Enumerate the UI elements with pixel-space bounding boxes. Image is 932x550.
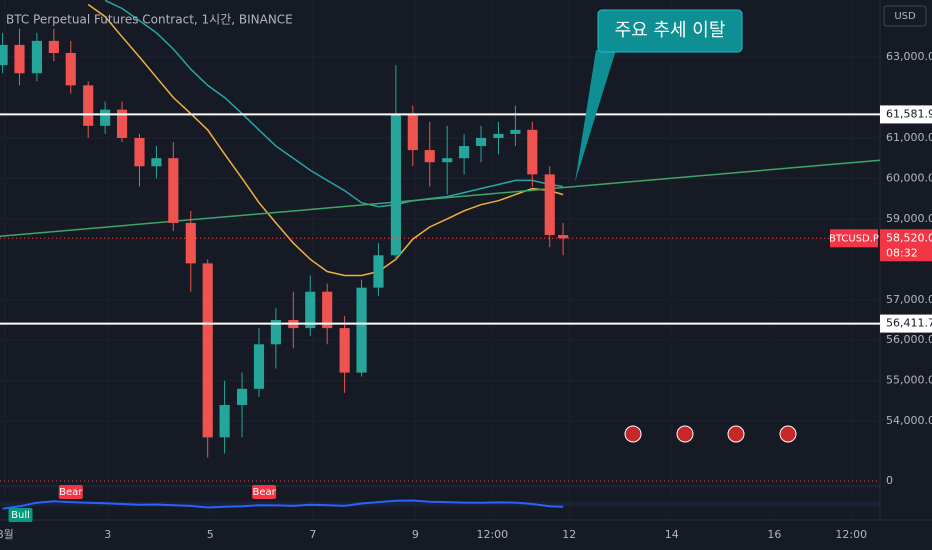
signal-label: Bear [252, 487, 276, 498]
candle-body [253, 344, 265, 389]
y-tick-label: 56,000.0 [886, 333, 932, 346]
candle-body [373, 255, 384, 288]
price-label-box [880, 105, 932, 124]
oscillator-band [0, 501, 880, 507]
chart-title: BTC Perpetual Futures Contract, 1시간, BIN… [6, 13, 293, 27]
candle-body [48, 40, 59, 53]
moving-average [104, 0, 564, 208]
callout-box [597, 9, 743, 53]
trend-line [0, 159, 881, 238]
plot-area [0, 0, 881, 510]
candle-body [236, 388, 248, 405]
moving-average [87, 3, 564, 277]
event-flag[interactable] [779, 425, 797, 443]
candle-body [442, 158, 453, 163]
y-tick-label: 57,000.0 [886, 293, 932, 306]
event-flag[interactable] [624, 425, 642, 443]
candle-body [100, 109, 111, 126]
y-tick-label: 59,000.0 [886, 212, 932, 225]
candle-body [270, 320, 281, 345]
candle-body [185, 222, 196, 264]
price-label: 61,581.9 [886, 107, 932, 120]
candle-body [151, 158, 162, 167]
candle-body [493, 133, 504, 138]
signal-box [58, 485, 83, 499]
x-tick-label: 12 [562, 528, 576, 541]
candle-body [544, 174, 555, 236]
candle-body [305, 291, 316, 329]
x-tick-label: 3 [104, 528, 111, 541]
signal-label: Bear [59, 487, 83, 498]
symbol-box [830, 229, 878, 248]
last-price-box [880, 229, 932, 262]
candle-body [390, 113, 401, 256]
candle-body [65, 52, 76, 86]
x-tick-label: 12:00 [835, 528, 867, 541]
x-tick-label: 8월 [0, 528, 14, 541]
x-tick-label: 5 [207, 528, 214, 541]
x-tick-label: 9 [412, 528, 419, 541]
x-tick-label: 12:00 [476, 528, 508, 541]
candle-body [407, 113, 418, 151]
signal-label: Bull [11, 510, 30, 521]
countdown-label: 08:32 [886, 246, 918, 259]
candle-body [356, 287, 367, 373]
candle-body [475, 137, 487, 147]
candle-body [339, 328, 350, 373]
candle-body [14, 44, 25, 74]
currency-box[interactable] [883, 5, 927, 27]
signal-box [252, 485, 277, 499]
y-tick-label: 55,000.0 [886, 374, 932, 387]
volume-tick-label: 0 [886, 474, 893, 487]
candle-body [219, 404, 230, 438]
y-tick-label: 63,000.0 [886, 50, 932, 63]
candle-body [202, 263, 213, 438]
candle-body [510, 129, 521, 134]
event-flag[interactable] [676, 425, 694, 443]
candle-body [558, 235, 569, 239]
x-tick-label: 14 [665, 528, 679, 541]
price-label: 56,411.7 [886, 317, 932, 330]
candle-body [322, 291, 333, 329]
symbol-label: BTCUSD.P [829, 233, 879, 244]
callout: 주요 추세 이탈 [575, 9, 743, 182]
candle-body [459, 146, 470, 159]
y-tick-label: 54,000.0 [886, 414, 932, 427]
x-tick-label: 7 [309, 528, 316, 541]
y-tick-label: 61,000.0 [886, 131, 932, 144]
last-price-label: 58,520.0 [886, 231, 932, 244]
event-flag[interactable] [727, 425, 745, 443]
oscillator-line [2, 499, 564, 510]
price-label-box [880, 314, 932, 333]
candle-body [83, 85, 94, 126]
candle-body [116, 109, 128, 138]
callout-text: 주요 추세 이탈 [615, 20, 726, 41]
currency-label[interactable]: USD [894, 11, 916, 22]
candle-body [31, 40, 42, 74]
candle-body [168, 158, 179, 223]
x-tick-label: 16 [767, 528, 781, 541]
y-tick-label: 60,000.0 [886, 171, 932, 184]
candle-body [527, 129, 538, 175]
candle-body [0, 44, 8, 66]
candle-body [134, 137, 145, 167]
signal-box [8, 508, 33, 522]
callout-pointer [575, 50, 616, 182]
candle-body [424, 150, 435, 163]
events [624, 425, 797, 443]
